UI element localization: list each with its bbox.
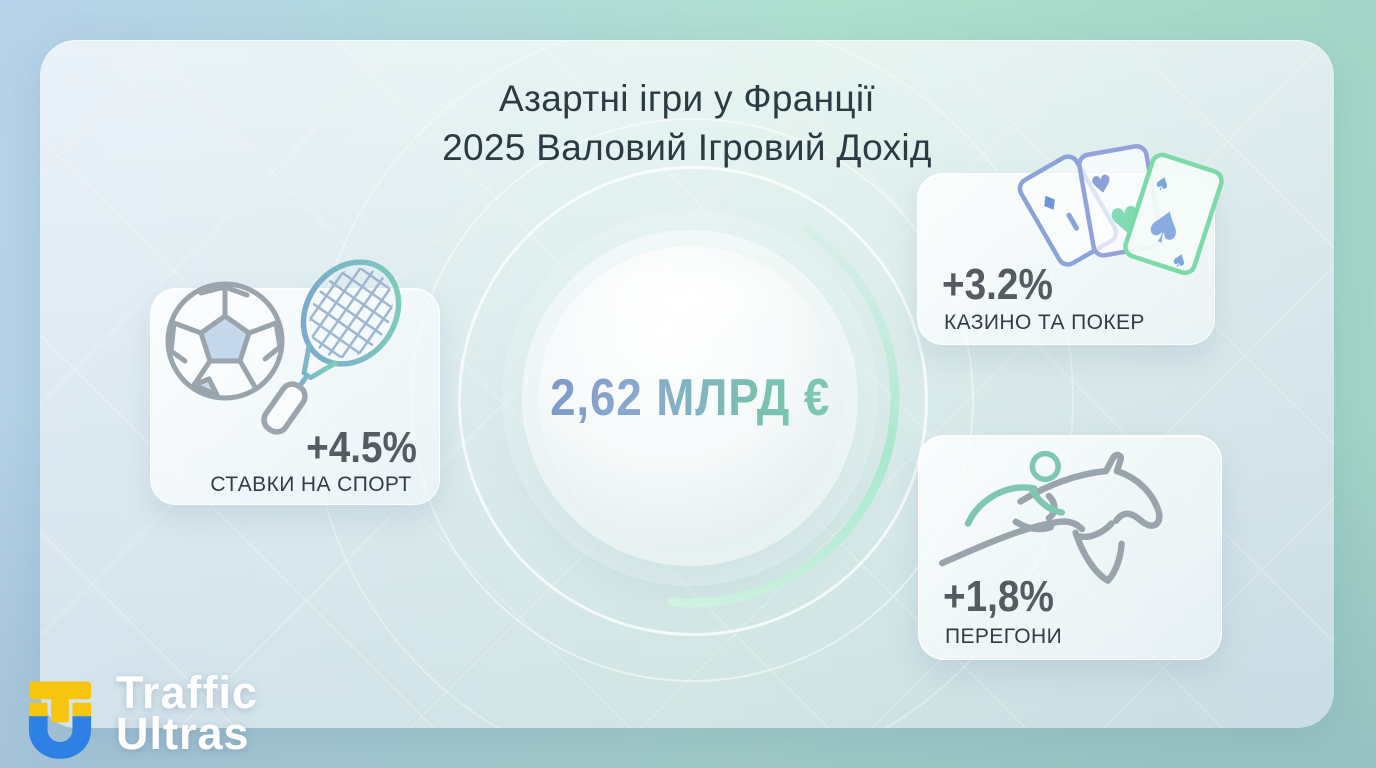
card-sports-betting: +4.5% СТАВКИ НА СПОРТ xyxy=(150,251,440,524)
svg-text:♥: ♥ xyxy=(1089,169,1115,200)
total-revenue-circle: 2,62 МЛРД € xyxy=(538,246,842,550)
brand-name: Traffic Ultras xyxy=(116,667,259,759)
infographic-panel: Азартні ігри у Франції 2025 Валовий Ігро… xyxy=(40,40,1334,728)
percent-change: +4.5% xyxy=(306,423,417,472)
circle-highlight xyxy=(592,254,792,340)
percent-change: +1,8% xyxy=(943,572,1054,621)
page-title: Азартні ігри у Франції 2025 Валовий Ігро… xyxy=(40,74,1334,172)
horse-and-jockey-icon xyxy=(938,450,1163,584)
card-stack-layer xyxy=(185,502,405,524)
card-stack-layer xyxy=(953,657,1187,679)
title-line-1: Азартні ігри у Франції xyxy=(499,78,875,119)
svg-text:♠: ♠ xyxy=(1168,249,1190,274)
category-label: СТАВКИ НА СПОРТ xyxy=(210,473,412,496)
brand-line-2: Ultras xyxy=(116,708,250,759)
card-horse-racing: +1,8% ПЕРЕГОНИ xyxy=(918,435,1222,679)
card-stack-layer xyxy=(952,342,1180,364)
card-stack-layer xyxy=(935,648,1205,670)
card-stack-layer xyxy=(934,333,1198,355)
svg-text:♠: ♠ xyxy=(1151,172,1173,197)
brand-logo: Traffic Ultras xyxy=(28,667,259,760)
tu-monogram-icon xyxy=(28,681,92,759)
category-label: ПЕРЕГОНИ xyxy=(945,625,1063,648)
total-revenue-value: 2,62 МЛРД € xyxy=(549,369,831,427)
fanned-playing-cards-icon: ♦ ♥ ♥ ♠ ♠ ♠ xyxy=(1017,144,1224,276)
card-casino-poker: ♦ ♥ ♥ ♠ ♠ ♠ +3.2% КАЗИНО ТА ПОКЕР xyxy=(917,144,1224,364)
title-line-2: 2025 Валовий Ігровий Дохід xyxy=(442,127,932,168)
category-label: КАЗИНО ТА ПОКЕР xyxy=(944,311,1145,334)
percent-change: +3.2% xyxy=(942,260,1053,309)
soccer-ball-and-tennis-racket-icon xyxy=(165,251,410,435)
brand-line-1: Traffic xyxy=(116,667,259,718)
